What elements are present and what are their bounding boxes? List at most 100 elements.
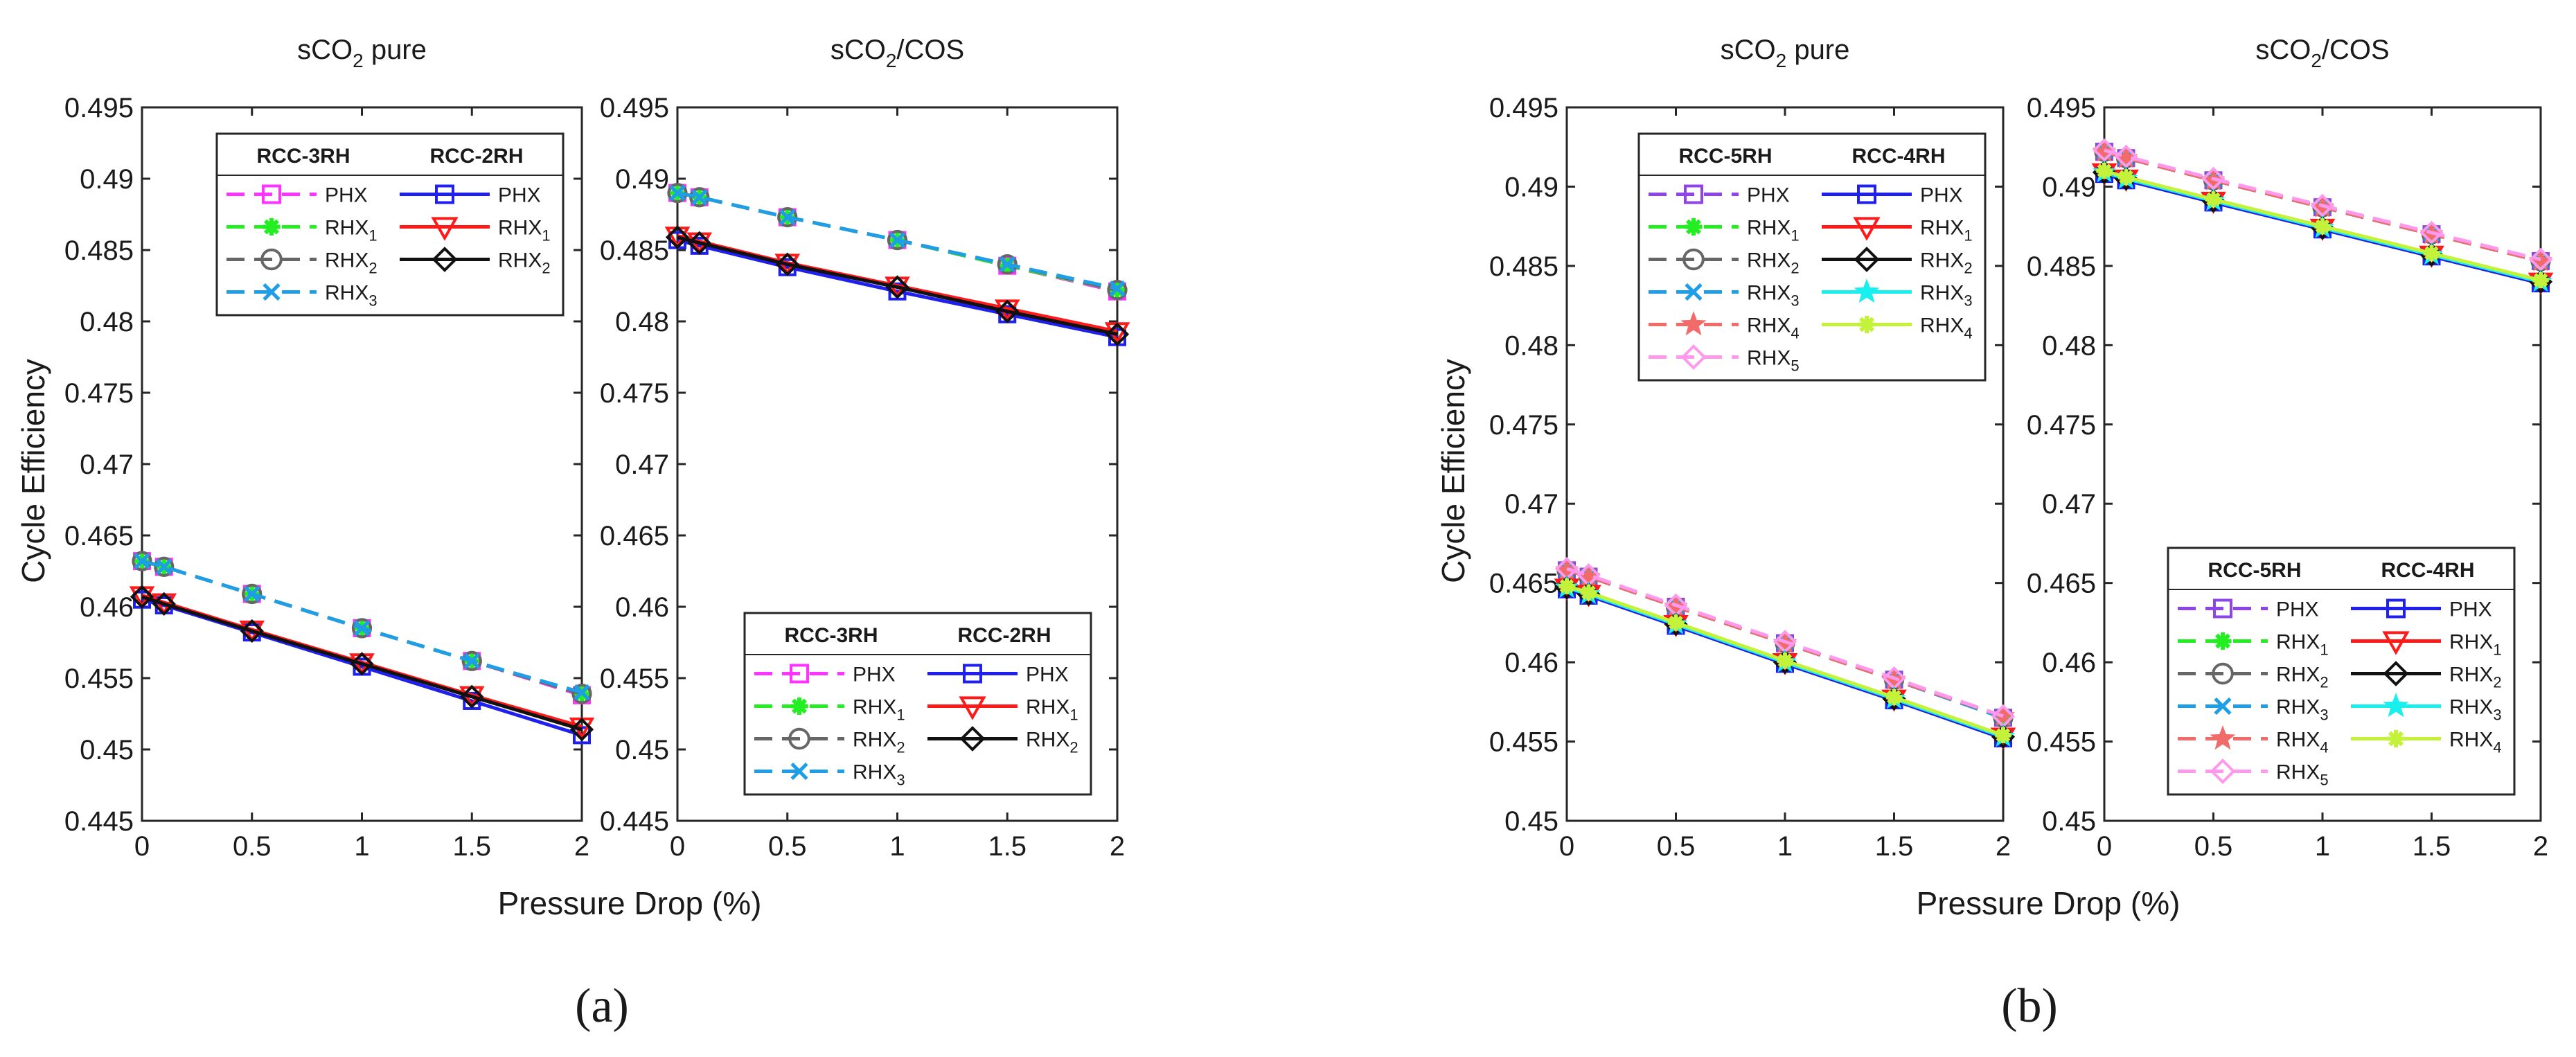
data-point [665,225,690,249]
legend-header: RCC-4RH [1852,145,1946,168]
data-point [463,691,481,710]
legend-marker [1853,217,1881,241]
legend-marker [2382,631,2410,655]
legend-marker [790,664,809,684]
data-point [1667,614,1685,631]
y-tick-label: 0.495 [600,93,669,123]
legend-label: RHX5 [1747,347,1800,375]
panel-b-ylabel: Cycle Efficiency [1435,359,1471,583]
y-tick-label: 0.49 [80,164,134,195]
legend-label: RHX1 [325,217,377,245]
panel-a-xlabel: Pressure Drop (%) [498,885,762,921]
y-tick-label: 0.495 [64,93,134,123]
data-point [997,254,1018,275]
legend-marker [1854,247,1880,272]
y-tick-label: 0.495 [1489,93,1558,123]
legend-label: RHX3 [1920,282,1973,310]
legend-label: RHX1 [853,696,905,724]
x-tick-label: 1.5 [988,831,1027,862]
y-tick-label: 0.49 [1504,172,1558,202]
data-point [573,726,591,745]
y-tick-label: 0.485 [2027,251,2096,282]
y-tick-label: 0.48 [615,307,669,337]
legend-label: PHX [2449,598,2492,621]
data-point [1558,578,1575,594]
legend-label: RHX4 [1747,314,1800,342]
legend-marker [2383,661,2409,686]
data-point [1105,322,1130,346]
y-tick-label: 0.485 [64,236,134,266]
y-tick-label: 0.455 [1489,727,1558,758]
subplot-b-left: 0.45 0.455 0.46 0.465 0.47 0.475 0.48 0.485 0.49… [1489,35,2016,862]
legend-label: RHX1 [1920,217,1973,245]
y-tick-label: 0.485 [600,236,669,266]
legend: RCC-5RH RCC-4RH PHX RHX1 RHX2 RHX3 RHX4 RHX5 PHX… [2167,547,2516,796]
data-point [461,650,482,671]
legend-header: RCC-5RH [1679,145,1773,168]
y-tick-label: 0.46 [2042,648,2096,678]
data-point [574,684,590,701]
x-tick-label: 1.5 [452,831,491,862]
data-point [775,252,799,276]
legend-label: RHX2 [1026,729,1078,756]
legend-marker [263,283,281,301]
y-tick-label: 0.465 [1489,569,1558,599]
y-tick-label: 0.455 [600,664,669,694]
data-point [240,619,264,643]
data-point [152,592,176,616]
y-tick-label: 0.495 [2027,93,2096,123]
legend-marker [1854,278,1880,303]
y-tick-label: 0.45 [80,735,134,765]
legend-marker [2383,693,2409,718]
legend-header: RCC-3RH [785,624,878,647]
legend-marker [959,696,986,720]
x-tick-label: 2 [2533,831,2548,862]
data-point [463,652,480,669]
series-rcc-2rh-rhx2 [130,585,594,742]
legend-marker [2212,662,2234,685]
x-tick-label: 1 [2315,831,2330,862]
legend-header: RCC-5RH [2208,559,2302,582]
series-line [141,559,583,695]
legend: RCC-3RH RCC-2RH PHX RHX1 RHX2 RHX3 PHX RHX1 RHX2 [743,612,1092,796]
y-tick-label: 0.45 [1504,806,1558,837]
y-tick-label: 0.485 [1489,251,1558,282]
data-point [156,558,172,575]
legend-label: RHX4 [2449,729,2502,756]
y-tick-label: 0.465 [2027,569,2096,599]
legend-marker [1685,217,1703,236]
subplot-title: sCO2/COS [2255,35,2389,71]
legend-label: RHX2 [1920,249,1973,277]
series-rcc-4rh-rhx4 [2096,163,2549,288]
legend-label: RHX3 [325,282,377,310]
legend-label: RHX2 [2276,664,2329,691]
x-tick-label: 1.5 [1875,831,1914,862]
y-tick-label: 0.455 [64,664,134,694]
legend-marker [2214,697,2232,716]
legend-label: PHX [498,184,541,207]
y-tick-label: 0.47 [1504,489,1558,519]
plot-area: 0.445 0.45 0.455 0.46 0.465 0.47 0.475 0.48 0.48… [64,35,2554,862]
y-tick-label: 0.445 [600,806,669,837]
legend: RCC-5RH RCC-4RH PHX RHX1 RHX2 RHX3 RHX4 RHX5 PHX… [1637,132,1987,382]
data-point [130,585,154,609]
series-rcc-3rh-rhx3 [134,553,590,701]
legend-header: RCC-3RH [257,145,350,168]
legend-label: RHX4 [2276,729,2329,756]
y-tick-label: 0.445 [64,806,134,837]
legend-marker [2387,729,2405,748]
data-point [777,206,798,228]
y-tick-label: 0.47 [80,450,134,480]
subplot-title: sCO2 pure [297,35,427,71]
data-point [242,583,263,605]
data-point [2532,272,2549,288]
y-tick-label: 0.47 [2042,489,2096,519]
y-tick-label: 0.46 [80,592,134,623]
y-tick-label: 0.49 [615,164,669,195]
data-point [1777,652,1793,669]
legend: RCC-3RH RCC-2RH PHX RHX1 RHX2 RHX3 PHX RHX1 RHX2 [215,132,565,317]
data-point [154,556,175,577]
subplot-a-right: 0.445 0.45 0.455 0.46 0.465 0.47 0.475 0.48 0.48… [600,35,1130,862]
legend-marker [260,248,283,271]
legend-marker [1858,315,1876,334]
